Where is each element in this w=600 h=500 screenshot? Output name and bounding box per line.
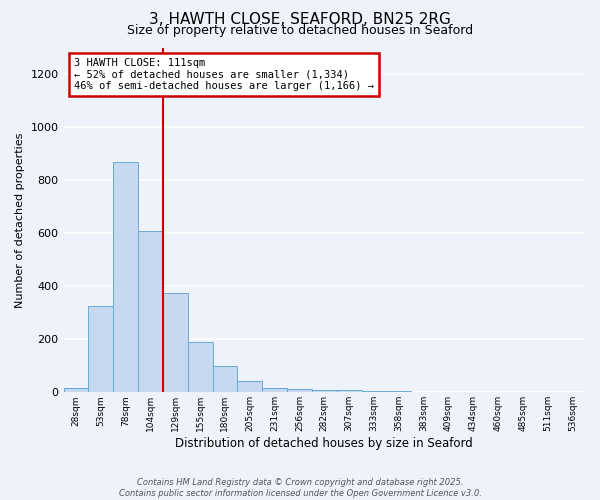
Bar: [312, 390, 337, 392]
Bar: [287, 389, 312, 392]
Bar: [362, 391, 386, 392]
Bar: [188, 342, 212, 392]
Bar: [262, 388, 287, 392]
Bar: [212, 366, 238, 392]
Text: 3, HAWTH CLOSE, SEAFORD, BN25 2RG: 3, HAWTH CLOSE, SEAFORD, BN25 2RG: [149, 12, 451, 28]
Bar: [64, 388, 88, 392]
Y-axis label: Number of detached properties: Number of detached properties: [15, 132, 25, 308]
Bar: [238, 381, 262, 392]
Bar: [113, 162, 138, 392]
Text: 3 HAWTH CLOSE: 111sqm
← 52% of detached houses are smaller (1,334)
46% of semi-d: 3 HAWTH CLOSE: 111sqm ← 52% of detached …: [74, 58, 374, 91]
Bar: [163, 293, 188, 392]
Bar: [88, 306, 113, 392]
Text: Contains HM Land Registry data © Crown copyright and database right 2025.
Contai: Contains HM Land Registry data © Crown c…: [119, 478, 481, 498]
Bar: [138, 230, 163, 392]
X-axis label: Distribution of detached houses by size in Seaford: Distribution of detached houses by size …: [175, 437, 473, 450]
Bar: [337, 390, 362, 392]
Text: Size of property relative to detached houses in Seaford: Size of property relative to detached ho…: [127, 24, 473, 37]
